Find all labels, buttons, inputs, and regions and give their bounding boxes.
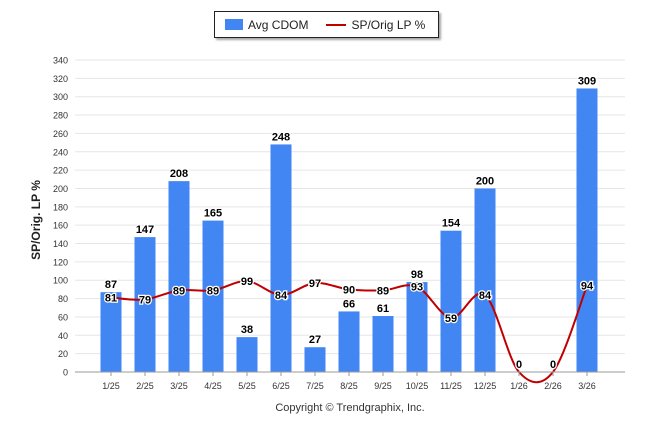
y-tick-label: 340: [53, 56, 68, 66]
y-tick-label: 120: [53, 257, 68, 267]
data-label-sp-orig-lp: 94: [581, 281, 594, 293]
bar-avg-cdom-8-25: [338, 311, 360, 372]
data-label-sp-orig-lp: 99: [241, 276, 253, 288]
legend: Avg CDOM SP/Orig LP %: [214, 11, 439, 38]
y-tick-label: 320: [53, 74, 68, 84]
legend-swatch-avg-cdom: [225, 19, 243, 30]
data-label-sp-orig-lp: 84: [275, 290, 288, 302]
bar-avg-cdom-10-25: [406, 282, 428, 372]
x-tick-label: 1/26: [510, 381, 528, 391]
y-tick-label: 0: [63, 368, 68, 378]
data-label-avg-cdom: 165: [204, 208, 222, 220]
line-sp-orig-lp: [110, 280, 588, 384]
bar-avg-cdom-7-25: [304, 347, 326, 372]
y-tick-label: 240: [53, 147, 68, 157]
x-tick-label: 7/25: [306, 381, 324, 391]
data-label-avg-cdom: 154: [442, 218, 461, 230]
x-tick-label: 12/25: [474, 381, 497, 391]
bar-avg-cdom-3-25: [168, 181, 190, 372]
data-label-avg-cdom: 0: [550, 359, 556, 371]
x-tick-label: 9/25: [374, 381, 392, 391]
data-label-sp-orig-lp: 84: [479, 290, 492, 302]
data-label-sp-orig-lp: 89: [207, 285, 219, 297]
y-tick-label: 140: [53, 239, 68, 249]
bar-avg-cdom-5-25: [236, 337, 258, 372]
data-label-avg-cdom: 248: [272, 131, 290, 143]
x-tick-label: 11/25: [440, 381, 462, 391]
grid-lines: [75, 59, 625, 355]
x-tick-label: 3/25: [170, 381, 188, 391]
data-label-sp-orig-lp: 93: [411, 282, 423, 294]
y-tick-label: 220: [53, 166, 68, 176]
x-tick-label: 2/25: [136, 381, 154, 391]
data-label-sp-orig-lp: 81: [105, 293, 117, 305]
y-axis-ticks: 0 20 40 60 80 100 120 140 160 180 200 220 240 260 280 3…: [53, 56, 68, 378]
x-tick-label: 5/25: [238, 381, 256, 391]
copyright-text: Copyright © Trendgraphix, Inc.: [275, 402, 425, 414]
bar-avg-cdom-9-25: [372, 316, 394, 372]
x-tick-label: 4/25: [204, 381, 222, 391]
data-label-sp-orig-lp: 59: [445, 313, 457, 325]
bar-avg-cdom-1-25: [100, 292, 122, 372]
y-tick-label: 300: [53, 92, 68, 102]
bar-avg-cdom-4-25: [202, 220, 224, 372]
bars: [100, 88, 598, 373]
data-label-sp-orig-lp: 79: [139, 295, 151, 307]
y-tick-label: 280: [53, 111, 68, 121]
data-label-avg-cdom: 147: [136, 224, 154, 236]
x-tick-label: 3/26: [578, 381, 596, 391]
data-labels: 87 147 208 165 38 248 27 66 61 98 154 200 0 0 309 81 79 8…: [104, 74, 598, 372]
data-label-sp-orig-lp: 90: [343, 284, 355, 296]
y-tick-label: 260: [53, 129, 68, 139]
y-axis-title: SP/Orig. LP %: [29, 180, 43, 260]
legend-label-avg-cdom: Avg CDOM: [248, 17, 309, 32]
data-label-avg-cdom: 38: [241, 324, 253, 336]
data-label-sp-orig-lp: 89: [377, 285, 389, 297]
bar-avg-cdom-3-26: [576, 88, 598, 373]
y-tick-label: 40: [58, 331, 68, 341]
legend-label-sp-orig-lp: SP/Orig LP %: [351, 17, 426, 32]
bar-avg-cdom-2-25: [134, 237, 156, 372]
x-tick-label: 8/25: [340, 381, 358, 391]
data-label-avg-cdom: 27: [309, 334, 321, 346]
bar-avg-cdom-11-25: [440, 230, 462, 372]
y-tick-label: 80: [58, 294, 68, 304]
y-tick-label: 160: [53, 221, 68, 231]
bar-avg-cdom-6-25: [270, 144, 292, 372]
line-series: [110, 280, 588, 384]
y-tick-label: 20: [58, 349, 68, 359]
y-tick-label: 60: [58, 312, 68, 322]
data-label-avg-cdom: 66: [343, 298, 355, 310]
y-tick-label: 100: [53, 276, 68, 286]
data-label-avg-cdom: 87: [105, 279, 117, 291]
data-label-sp-orig-lp: 97: [309, 278, 321, 290]
x-tick-label: 1/25: [102, 381, 120, 391]
bar-avg-cdom-12-25: [474, 188, 496, 372]
data-label-avg-cdom: 309: [578, 75, 596, 87]
data-label-avg-cdom: 200: [476, 175, 494, 187]
y-tick-label: 180: [53, 202, 68, 212]
y-tick-label: 200: [53, 184, 68, 194]
x-tick-label: 2/26: [544, 381, 562, 391]
x-tick-label: 10/25: [406, 381, 429, 391]
x-axis-ticks: 1/25 2/25 3/25 4/25 5/25 6/25 7/25 8/25 9/25 10/2…: [102, 372, 596, 391]
data-label-sp-orig-lp: 89: [173, 285, 185, 297]
data-label-avg-cdom: 98: [411, 269, 423, 281]
data-label-avg-cdom: 61: [377, 303, 389, 315]
data-label-avg-cdom: 0: [516, 359, 522, 371]
x-tick-label: 6/25: [272, 381, 290, 391]
legend-swatch-sp-orig-lp: [326, 23, 347, 26]
data-label-avg-cdom: 208: [170, 168, 188, 180]
